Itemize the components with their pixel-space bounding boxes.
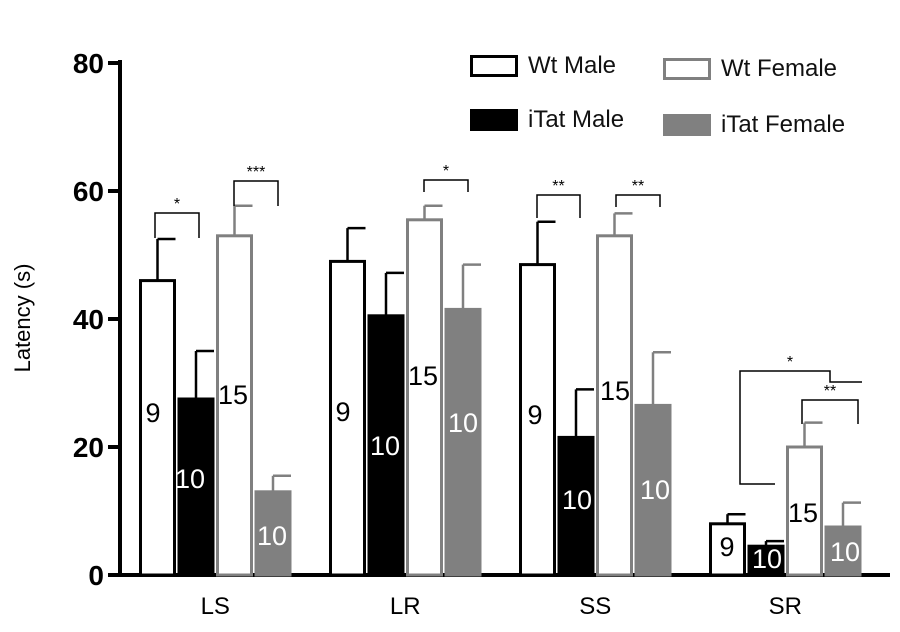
legend-label-itat-male: iTat Male [528,106,625,133]
bar [824,525,862,577]
significance-bracket [423,179,469,192]
legend-item-itat-female: iTat Female [663,111,845,139]
legend-label-wt-male: Wt Male [528,52,617,79]
bar [747,544,785,577]
legend-swatch-wt-male [470,55,518,77]
bar [367,314,405,577]
n-label: 10 [448,408,478,438]
bar [254,490,292,577]
y-tick-label: 20 [73,432,104,463]
bar [406,218,443,577]
n-label: 15 [408,361,438,391]
n-label: 10 [640,475,670,505]
n-label: 15 [600,376,630,406]
legend-swatch-wt-female [663,58,711,80]
n-label: 15 [218,380,248,410]
significance-bracket-label: ** [552,178,564,195]
n-label: 9 [527,400,542,430]
significance-bracket-label: ** [632,178,644,195]
n-label: 10 [175,464,205,494]
n-label: 9 [335,397,350,427]
n-label: 15 [788,498,818,528]
y-tick-label: 60 [73,176,104,207]
significance-bracket [154,212,200,238]
significance-bracket-label: * [443,163,449,180]
y-tick-label: 40 [73,304,104,335]
bar [519,263,556,577]
y-tick-label: 80 [73,48,104,79]
y-axis-label: Latency (s) [10,264,35,373]
bar [444,307,482,577]
n-label: 10 [257,521,287,551]
significance-bracket [801,399,859,424]
x-tick-label: SS [579,593,611,620]
bar [786,445,823,577]
x-tick-label: LR [390,593,421,620]
significance-bracket [615,194,661,207]
y-tick-label: 0 [88,560,104,591]
x-tick-label: LS [201,593,230,620]
significance-bracket-label: *** [247,164,266,181]
significance-bracket [739,370,862,485]
bar [596,234,633,577]
n-label: 9 [145,398,160,428]
n-label: 10 [370,431,400,461]
legend-swatch-itat-male [470,109,518,131]
legend-label-wt-female: Wt Female [721,55,838,82]
legend-item-wt-male: Wt Male [470,52,616,80]
significance-annotations: **** *** ***** [154,163,862,485]
bar [634,403,672,577]
significance-bracket [233,180,279,206]
significance-bracket-label: * [787,354,793,371]
legend-swatch-itat-female [663,114,711,136]
legend-item-wt-female: Wt Female [663,55,837,83]
n-label: 10 [830,537,860,567]
n-label: 10 [562,485,592,515]
bar [216,234,253,577]
bar [177,397,215,577]
legend-item-itat-male: iTat Male [470,106,624,134]
bar [329,259,366,577]
significance-bracket-label: * [174,196,180,213]
legend-label-itat-female: iTat Female [721,111,846,138]
significance-bracket [536,194,581,218]
bar [139,279,176,577]
bar [557,435,595,577]
significance-bracket-label: ** [824,383,836,400]
n-label: 9 [719,532,734,562]
bar [709,522,746,577]
n-label: 10 [752,544,782,574]
x-tick-label: SR [769,593,802,620]
